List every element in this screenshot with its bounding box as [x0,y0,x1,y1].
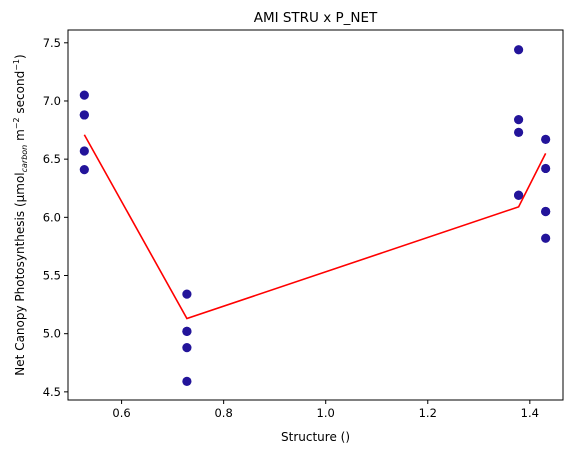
scatter-point-3 [79,146,89,156]
x-axis-label: Structure () [281,430,350,444]
scatter-point-14 [514,190,524,200]
scatter-point-11 [514,114,524,125]
x-tick-label-1: 0.8 [214,406,232,420]
x-tick-label-0: 0.6 [112,406,130,420]
x-axis-ticks: 0.6 0.8 1.0 1.2 1.4 [112,400,539,420]
x-tick-label-4: 1.4 [521,406,539,420]
scatter-point-16 [541,163,551,174]
plot-content [79,45,551,386]
y-label-sup1: −2 [12,117,21,129]
scatter-point-2 [79,110,89,120]
scatter-point-7 [182,326,192,336]
y-tick-label-0: 4.5 [43,385,61,399]
y-axis-label: Net Canopy Photosynthesis (µmolcarbon m−… [12,54,29,375]
scatter-point-8 [182,343,192,353]
x-tick-label-2: 1.0 [317,406,335,420]
y-label-end: ) [13,54,27,59]
scatter-point-10 [514,45,524,55]
scatter-point-4 [79,165,89,175]
y-tick-label-2: 5.5 [43,269,61,283]
y-label-sup2: −1 [12,59,21,71]
scatter-point-15 [541,134,551,144]
y-tick-label-4: 6.5 [43,152,61,166]
y-label-mid: m [13,129,27,145]
y-tick-label-5: 7.0 [43,94,61,108]
x-tick-label-3: 1.2 [419,406,437,420]
scatter-point-18 [541,206,551,217]
fit-line [83,134,547,320]
scatter-point-9 [182,376,192,386]
y-label-sub: carbon [20,145,29,173]
scatter-point-12 [514,127,524,137]
scatter-point-5 [182,289,192,299]
y-label-mid2: second [13,71,27,118]
scatter-point-0 [79,90,89,100]
y-tick-label-6: 7.5 [43,36,61,50]
y-tick-label-1: 5.0 [43,327,61,341]
plot-frame [67,29,564,401]
chart-title: AMI STRU x P_NET [254,10,378,26]
y-axis-ticks: 4.5 5.0 5.5 6.0 6.5 7.0 7.5 [43,36,68,399]
y-label-main: Net Canopy Photosynthesis (µmol [13,172,27,375]
scatter-point-19 [541,233,551,243]
y-tick-label-3: 6.0 [43,210,61,224]
